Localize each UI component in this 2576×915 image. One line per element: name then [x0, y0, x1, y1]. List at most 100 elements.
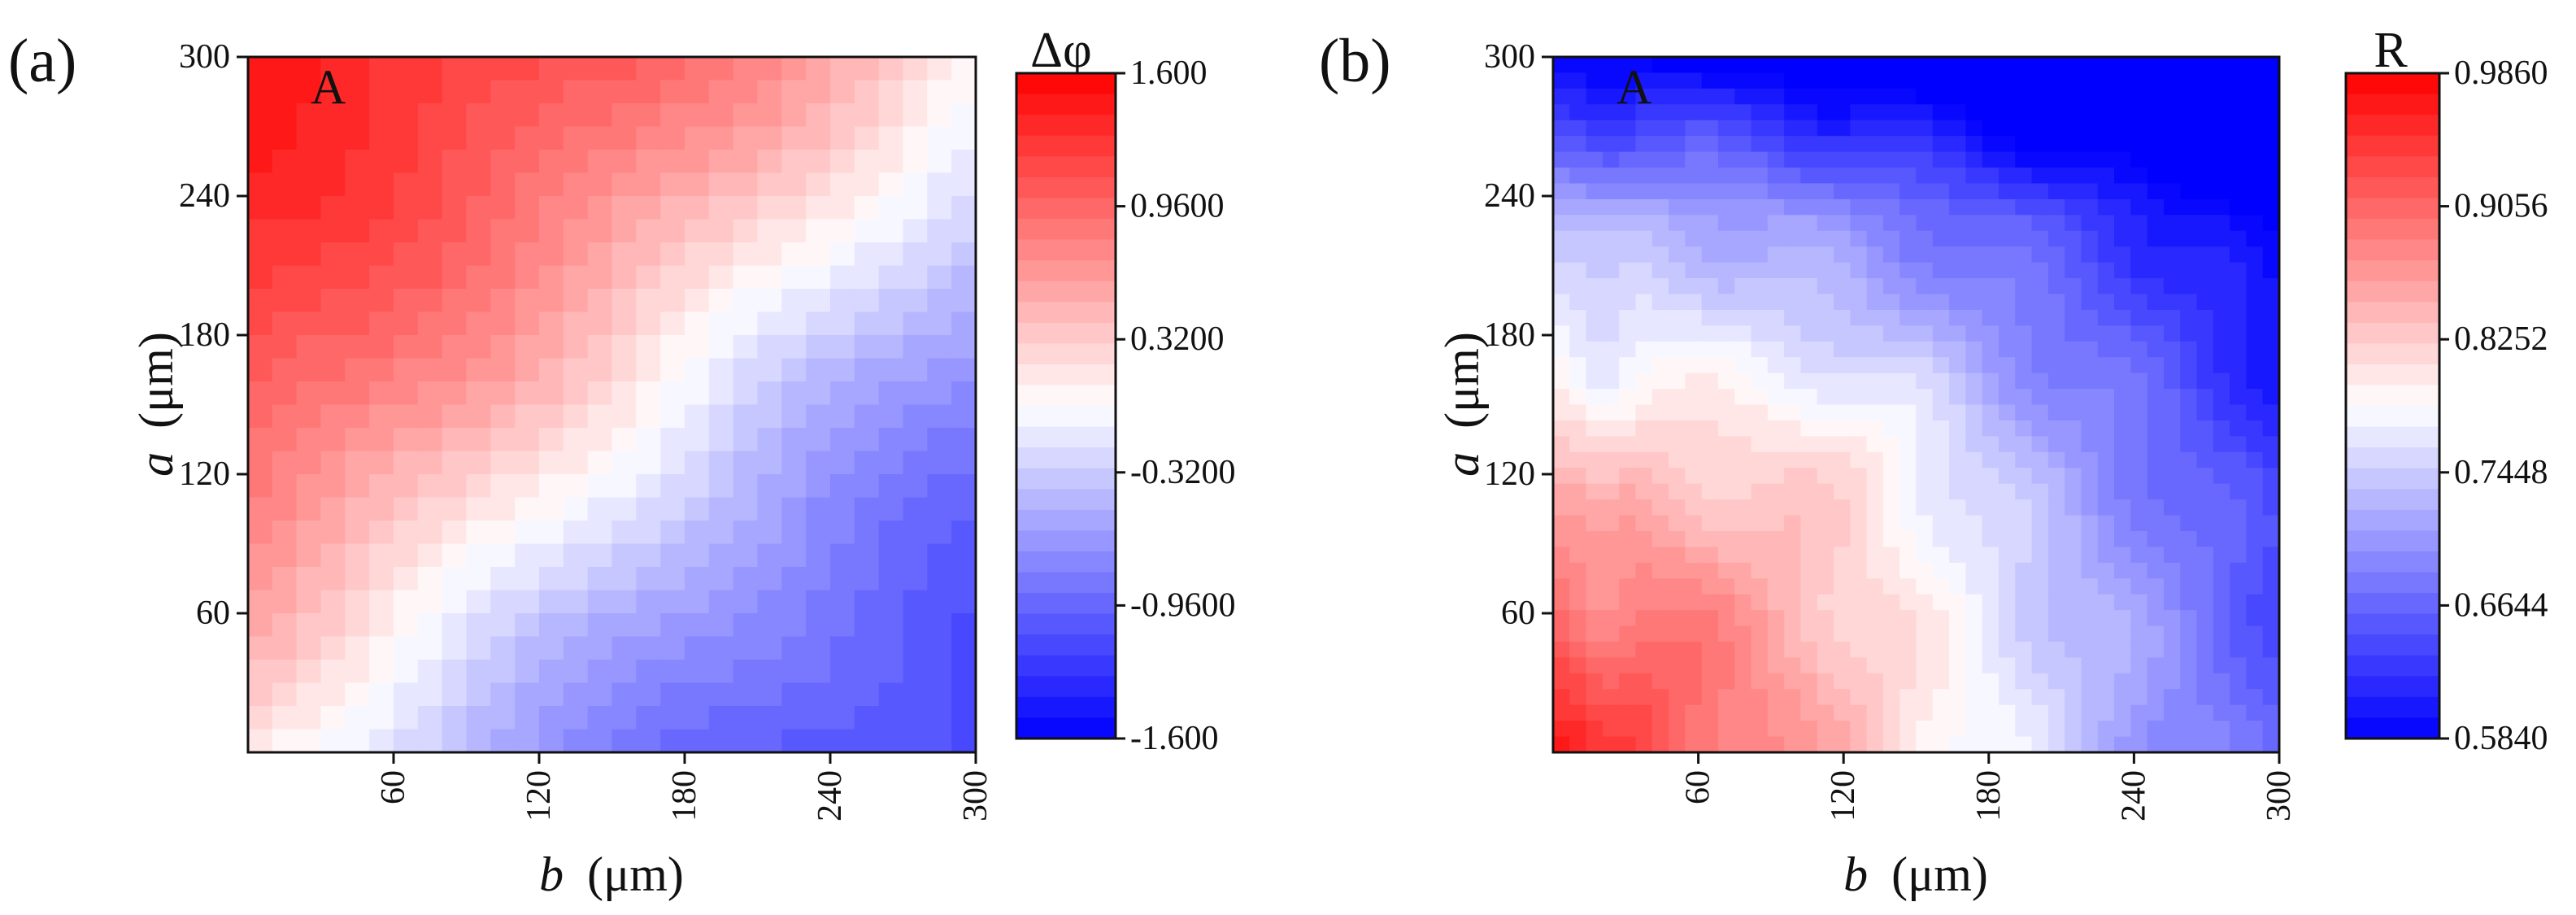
panel-b-heatmap-cell	[1651, 373, 1669, 390]
panel-b-heatmap-cell	[1586, 341, 1603, 358]
panel-b-heatmap-cell	[1669, 721, 1686, 738]
panel-b-heatmap-cell	[1850, 246, 1868, 264]
panel-b-heatmap-cell	[2015, 657, 2033, 674]
panel-a-heatmap-cell	[611, 358, 637, 382]
panel-a-heatmap-cell	[927, 381, 952, 406]
panel-b-heatmap-cell	[1669, 230, 1686, 247]
panel-a-heatmap-cell	[854, 219, 880, 243]
panel-b-heatmap-cell	[1569, 246, 1587, 264]
panel-a-heatmap-cell	[903, 521, 929, 545]
panel-a-heatmap-cell	[611, 242, 637, 267]
panel-b-heatmap-cell	[1701, 562, 1719, 580]
panel-b-heatmap-cell	[2147, 578, 2165, 595]
panel-b-heatmap-cell	[2031, 278, 2049, 295]
panel-a-heatmap-cell	[854, 567, 880, 591]
panel-b-heatmap-cell	[1651, 389, 1669, 406]
panel-a-heatmap-cell	[442, 219, 468, 243]
panel-a-heatmap-cell	[685, 497, 710, 521]
panel-a-heatmap-cell	[417, 358, 443, 382]
panel-a-heatmap-cell	[636, 567, 661, 591]
panel-b-heatmap-cell	[1767, 246, 1785, 264]
panel-a-heatmap-cell	[320, 358, 346, 382]
panel-b-heatmap-cell	[2163, 389, 2182, 406]
panel-b-heatmap-cell	[1569, 451, 1587, 469]
panel-a-heatmap-cell	[272, 265, 298, 290]
panel-b-heatmap-cell	[2031, 294, 2049, 311]
panel-a-heatmap-cell	[636, 682, 661, 707]
panel-b-heatmap-cell	[2180, 625, 2198, 643]
panel-a-heatmap-cell	[394, 196, 419, 220]
panel-b-heatmap-cell	[2031, 309, 2049, 327]
panel-b-heatmap-cell	[2081, 168, 2099, 185]
panel-a-heatmap-cell	[878, 543, 904, 568]
panel-b-heatmap-cell	[1767, 721, 1785, 738]
panel-b-heatmap-cell	[1882, 262, 1901, 279]
panel-b-heatmap-cell	[1701, 483, 1719, 500]
panel-a-heatmap-cell	[733, 729, 759, 753]
panel-b-heatmap-cell	[1850, 610, 1868, 627]
panel-a-heatmap-cell	[248, 358, 273, 382]
panel-a-heatmap-cell	[345, 660, 370, 684]
panel-b-heatmap-cell	[1982, 404, 1999, 421]
panel-b-heatmap-cell	[1916, 657, 1934, 674]
panel-a-heatmap-cell	[442, 404, 468, 429]
panel-a-heatmap-cell	[781, 381, 807, 406]
panel-a-heatmap-cell	[539, 660, 564, 684]
panel-b-heatmap-cell	[2163, 88, 2182, 106]
panel-b-heatmap-cell	[2047, 389, 2065, 406]
panel-b-heatmap-cell	[1767, 72, 1785, 89]
panel-a-heatmap-cell	[369, 660, 394, 684]
panel-a-heatmap-cell	[563, 312, 589, 336]
panel-b-heatmap-cell	[2246, 57, 2264, 74]
panel-b-heatmap-cell	[1701, 278, 1719, 295]
panel-a-heatmap-cell	[490, 729, 516, 753]
panel-b-heatmap-cell	[2196, 389, 2214, 406]
panel-a-heatmap-cell	[927, 613, 952, 638]
panel-b-heatmap-cell	[2031, 483, 2049, 500]
panel-b-heatmap-cell	[1651, 673, 1669, 691]
panel-a-heatmap-cell	[660, 660, 685, 684]
panel-b-heatmap-cell	[1834, 499, 1852, 516]
panel-a-heatmap-cell	[927, 729, 952, 753]
panel-b-heatmap-cell	[1817, 562, 1834, 580]
panel-b-heatmap-cell	[1669, 657, 1686, 674]
panel-a-heatmap-cell	[903, 474, 929, 499]
panel-b-heatmap-cell	[1701, 578, 1719, 595]
panel-b-heatmap-cell	[2081, 246, 2099, 264]
panel-b-heatmap-cell	[2097, 515, 2115, 532]
panel-b-heatmap-cell	[1569, 547, 1587, 564]
panel-b-heatmap-cell	[1965, 641, 1983, 659]
panel-b-heatmap-cell	[1982, 198, 1999, 216]
panel-b-heatmap-cell	[1850, 278, 1868, 295]
panel-b-heatmap-cell	[2262, 168, 2280, 185]
panel-b-heatmap-cell	[1800, 657, 1818, 674]
panel-b-heatmap-cell	[2180, 483, 2198, 500]
panel-a-heatmap-cell	[660, 289, 685, 313]
panel-a-heatmap-cell	[733, 172, 759, 197]
panel-a-heatmap-cell	[466, 57, 492, 81]
panel-b-heatmap-cell	[2230, 673, 2247, 691]
panel-b-heatmap-cell	[1569, 120, 1587, 137]
panel-b-heatmap-cell	[1965, 468, 1983, 485]
panel-a-heatmap-cell	[417, 428, 443, 452]
panel-b-heatmap-cell	[1602, 215, 1620, 232]
panel-a-heatmap-cell	[854, 335, 880, 359]
panel-b-heatmap-cell	[2147, 610, 2165, 627]
panel-b-heatmap-cell	[2147, 104, 2165, 121]
panel-b-colorbar-band	[2346, 94, 2439, 115]
panel-a-heatmap-cell	[563, 660, 589, 684]
panel-a-heatmap-cell	[248, 289, 273, 313]
panel-a-heatmap-cell	[660, 613, 685, 638]
panel-b-heatmap-cell	[1949, 736, 1967, 753]
panel-b-heatmap-cell	[1982, 641, 1999, 659]
panel-b-heatmap-cell	[1586, 120, 1603, 137]
panel-b-heatmap-cell	[1784, 468, 1802, 485]
panel-b-heatmap-cell	[2097, 736, 2115, 753]
panel-a-heatmap-cell	[345, 474, 370, 499]
panel-b-heatmap-cell	[1685, 57, 1703, 74]
panel-b-heatmap-cell	[2097, 468, 2115, 485]
panel-b-heatmap-cell	[1784, 530, 1802, 548]
panel-b-heatmap-cell	[2097, 451, 2115, 469]
panel-b-heatmap-cell	[1965, 262, 1983, 279]
panel-b-heatmap-cell	[1882, 704, 1901, 721]
